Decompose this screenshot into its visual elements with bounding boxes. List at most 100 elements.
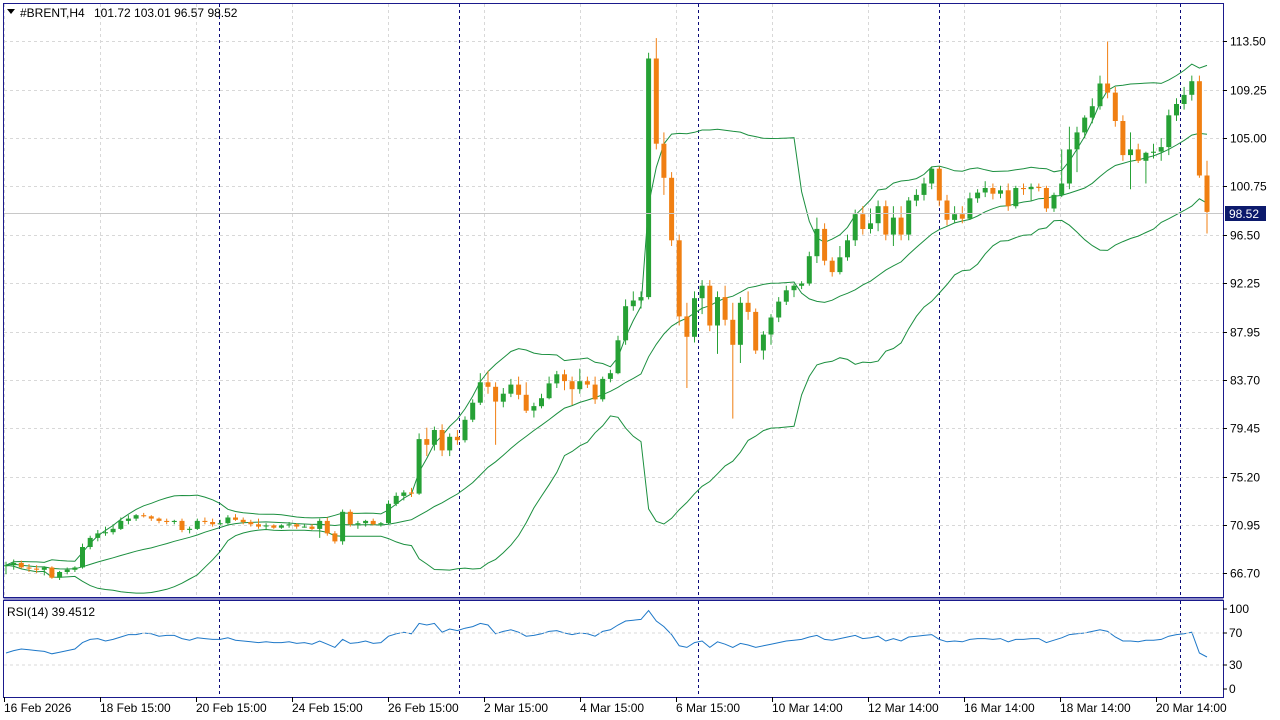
candle[interactable] — [822, 223, 828, 266]
candle[interactable] — [393, 492, 399, 507]
candle[interactable] — [669, 172, 675, 246]
candle[interactable] — [906, 197, 912, 241]
candle[interactable] — [982, 181, 988, 198]
candle[interactable] — [401, 490, 407, 501]
candle[interactable] — [860, 206, 866, 235]
candle[interactable] — [240, 517, 246, 525]
candle[interactable] — [944, 194, 950, 226]
candle[interactable] — [661, 132, 667, 195]
candle[interactable] — [370, 518, 376, 526]
candle[interactable] — [646, 52, 652, 300]
candle[interactable] — [715, 291, 720, 354]
candle[interactable] — [845, 234, 850, 261]
candle[interactable] — [630, 291, 636, 311]
candle[interactable] — [615, 335, 621, 375]
candle[interactable] — [34, 565, 40, 574]
candle[interactable] — [72, 566, 78, 572]
candle[interactable] — [485, 370, 491, 394]
candle[interactable] — [3, 561, 9, 575]
candle[interactable] — [286, 522, 292, 528]
candle[interactable] — [936, 166, 942, 207]
candle[interactable] — [309, 524, 315, 530]
candle[interactable] — [110, 524, 116, 535]
candle[interactable] — [1151, 143, 1156, 159]
candle[interactable] — [829, 257, 835, 277]
candle[interactable] — [301, 524, 307, 528]
candle[interactable] — [248, 519, 254, 527]
candle[interactable] — [210, 518, 216, 527]
candle[interactable] — [952, 206, 958, 224]
candle[interactable] — [26, 564, 32, 572]
candle[interactable] — [57, 570, 63, 580]
candle[interactable] — [676, 234, 682, 326]
candle[interactable] — [814, 217, 820, 263]
candlestick-series[interactable] — [3, 38, 1210, 580]
candle[interactable] — [156, 517, 162, 524]
candle[interactable] — [347, 509, 353, 527]
candle[interactable] — [1120, 115, 1126, 161]
candle[interactable] — [41, 566, 47, 576]
candle[interactable] — [768, 314, 774, 345]
candle[interactable] — [638, 291, 644, 309]
collapse-triangle-icon[interactable] — [7, 9, 15, 14]
candle[interactable] — [470, 399, 476, 423]
candle[interactable] — [409, 487, 414, 497]
candle[interactable] — [1089, 98, 1095, 124]
candle[interactable] — [516, 376, 522, 400]
candle[interactable] — [317, 518, 323, 538]
candle[interactable] — [1143, 151, 1149, 184]
candle[interactable] — [87, 535, 93, 550]
candle[interactable] — [692, 291, 697, 343]
candle[interactable] — [531, 402, 537, 418]
candle[interactable] — [508, 378, 514, 398]
candle[interactable] — [890, 206, 896, 246]
candle[interactable] — [202, 517, 208, 525]
candle[interactable] — [959, 206, 965, 224]
candle[interactable] — [1013, 185, 1019, 209]
candle[interactable] — [1059, 149, 1065, 198]
candle[interactable] — [1112, 86, 1118, 127]
candle[interactable] — [1181, 86, 1187, 110]
candle[interactable] — [18, 560, 24, 569]
candle[interactable] — [477, 373, 483, 405]
candle[interactable] — [125, 515, 131, 525]
candle[interactable] — [562, 369, 567, 391]
candle[interactable] — [1204, 160, 1210, 234]
candle[interactable] — [11, 559, 17, 570]
candle[interactable] — [141, 512, 147, 518]
candle[interactable] — [332, 531, 338, 544]
candle[interactable] — [194, 518, 200, 530]
candle[interactable] — [653, 38, 659, 150]
candle[interactable] — [263, 523, 269, 530]
candle[interactable] — [539, 393, 544, 409]
candle[interactable] — [1005, 183, 1011, 211]
candle[interactable] — [271, 524, 277, 529]
candle[interactable] — [600, 376, 606, 402]
candle[interactable] — [363, 519, 369, 527]
candle[interactable] — [760, 331, 766, 360]
candle[interactable] — [837, 246, 843, 275]
candle[interactable] — [921, 177, 927, 201]
candle[interactable] — [523, 382, 529, 413]
candle[interactable] — [975, 189, 981, 203]
candle[interactable] — [256, 518, 261, 529]
candle[interactable] — [431, 426, 437, 451]
candle[interactable] — [730, 302, 736, 419]
candle[interactable] — [722, 285, 728, 326]
candle[interactable] — [1128, 132, 1133, 190]
candle[interactable] — [118, 517, 124, 531]
candle[interactable] — [462, 416, 468, 443]
candle[interactable] — [753, 308, 759, 354]
candle[interactable] — [439, 424, 445, 457]
candle[interactable] — [868, 208, 873, 234]
candle[interactable] — [447, 433, 453, 457]
candle[interactable] — [64, 567, 70, 575]
candle[interactable] — [424, 427, 430, 457]
candle[interactable] — [929, 166, 935, 190]
candle[interactable] — [1174, 98, 1179, 121]
candle[interactable] — [148, 515, 154, 521]
candle[interactable] — [799, 281, 805, 290]
candle[interactable] — [1028, 183, 1034, 201]
candle[interactable] — [500, 388, 506, 408]
